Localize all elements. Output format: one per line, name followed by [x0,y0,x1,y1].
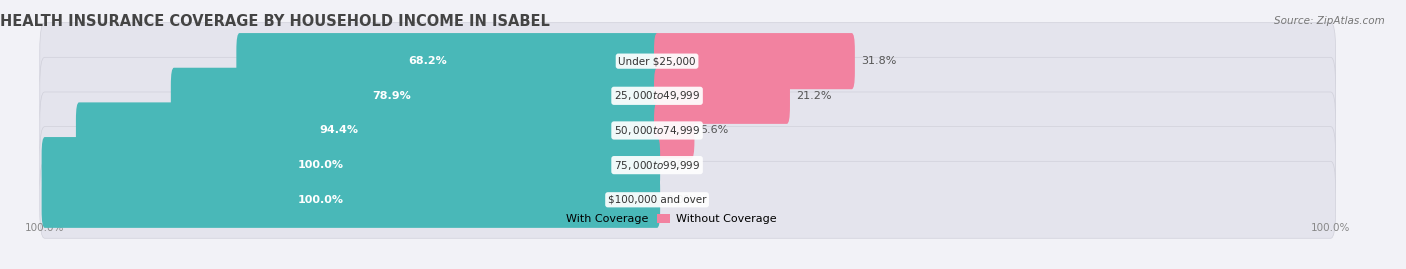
Text: 100.0%: 100.0% [297,160,343,170]
Legend: With Coverage, Without Coverage: With Coverage, Without Coverage [547,214,776,224]
Text: HEALTH INSURANCE COVERAGE BY HOUSEHOLD INCOME IN ISABEL: HEALTH INSURANCE COVERAGE BY HOUSEHOLD I… [0,15,550,30]
Text: $100,000 and over: $100,000 and over [607,195,706,205]
FancyBboxPatch shape [172,68,661,124]
FancyBboxPatch shape [654,68,790,124]
FancyBboxPatch shape [39,161,1336,238]
Text: Under $25,000: Under $25,000 [619,56,696,66]
Text: 100.0%: 100.0% [297,195,343,205]
FancyBboxPatch shape [39,127,1336,204]
FancyBboxPatch shape [39,57,1336,134]
Text: 0.0%: 0.0% [666,160,695,170]
Text: $50,000 to $74,999: $50,000 to $74,999 [614,124,700,137]
FancyBboxPatch shape [42,172,661,228]
FancyBboxPatch shape [39,92,1336,169]
Text: $75,000 to $99,999: $75,000 to $99,999 [614,159,700,172]
FancyBboxPatch shape [654,33,855,89]
Text: 31.8%: 31.8% [860,56,897,66]
Text: 5.6%: 5.6% [700,125,728,136]
FancyBboxPatch shape [654,102,695,158]
FancyBboxPatch shape [39,23,1336,100]
FancyBboxPatch shape [76,102,661,158]
FancyBboxPatch shape [236,33,661,89]
Text: $25,000 to $49,999: $25,000 to $49,999 [614,89,700,102]
Text: 78.9%: 78.9% [373,91,411,101]
Text: 94.4%: 94.4% [319,125,359,136]
FancyBboxPatch shape [42,137,661,193]
Text: Source: ZipAtlas.com: Source: ZipAtlas.com [1274,16,1385,26]
Text: 0.0%: 0.0% [666,195,695,205]
Text: 21.2%: 21.2% [796,91,831,101]
Text: 68.2%: 68.2% [408,56,447,66]
